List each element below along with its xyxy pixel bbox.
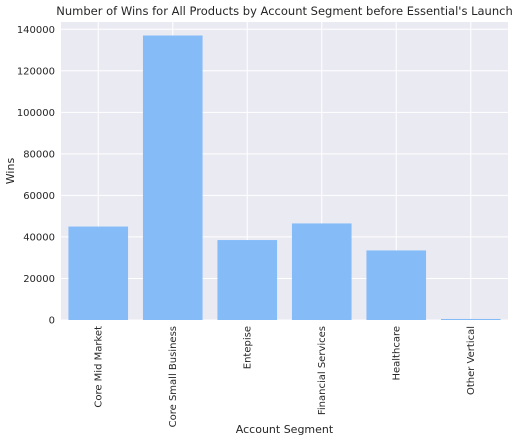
bar-other-vertical [440,318,501,320]
x-tick-label: Entepise [242,326,253,369]
x-tick-label: Healthcare [391,326,402,381]
y-tick-label: 100000 [17,108,55,119]
x-tick-label: Financial Services [317,326,328,415]
bar-core-small-business [142,35,203,320]
y-tick-label: 60000 [23,191,55,202]
y-tick-label: 140000 [17,25,55,36]
y-tick-label: 0 [49,316,55,327]
x-tick-label: Other Vertical [466,326,477,395]
x-tick-label: Core Mid Market [93,326,104,408]
y-tick-labels: 0 20000 40000 60000 80000 100000 120000 140000 [17,25,55,327]
y-tick-label: 20000 [23,274,55,285]
y-axis-label: Wins [4,158,17,185]
x-axis-label: Account Segment [236,423,334,436]
bar-healthcare [366,250,427,320]
x-tick-label: Core Small Business [168,326,179,427]
y-tick-label: 80000 [23,149,55,160]
bar-entepise [217,240,278,320]
x-tick-labels: Core Mid Market Core Small Business Entepi… [93,326,477,427]
bar-financial-services [291,223,352,320]
bars [68,35,501,320]
chart-title: Number of Wins for All Products by Accou… [56,4,512,18]
y-tick-label: 40000 [23,232,55,243]
bar-core-mid-market [68,226,129,320]
plot-background [61,22,508,320]
y-tick-label: 120000 [17,66,55,77]
